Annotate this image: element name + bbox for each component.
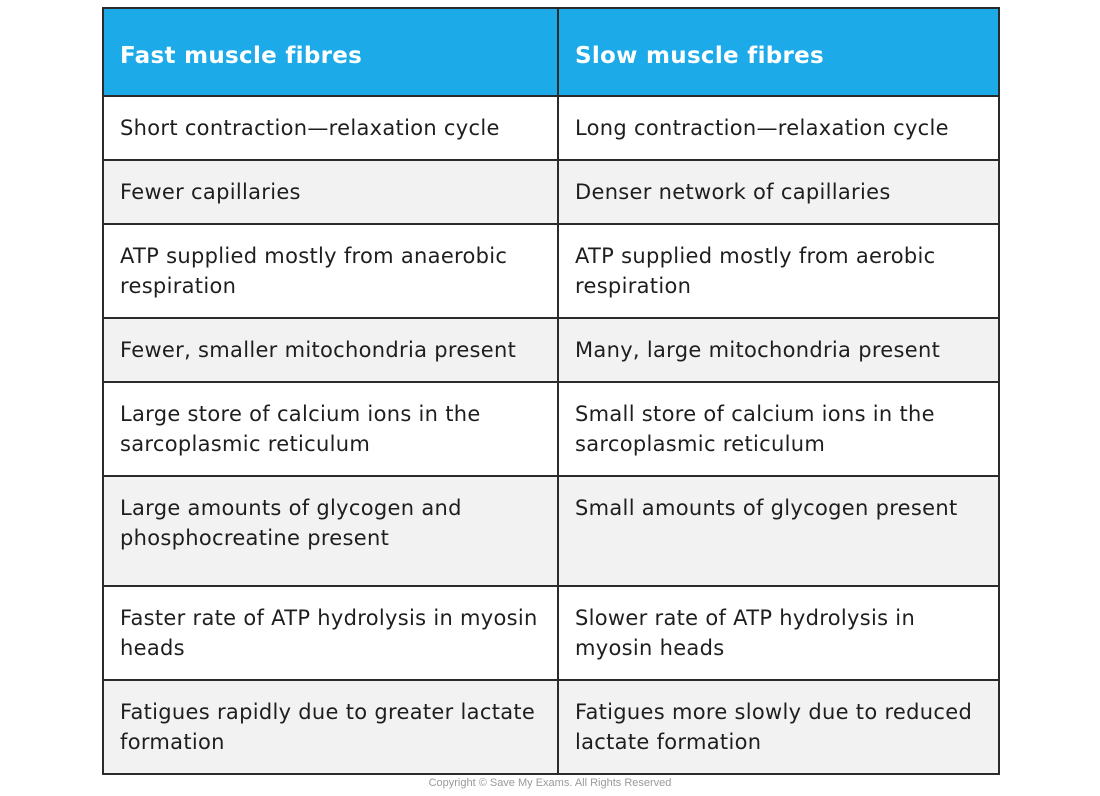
table-cell-slow: ATP supplied mostly from aerobic respira… [557, 223, 1000, 319]
table-row: Fewer capillaries Denser network of capi… [102, 159, 1000, 225]
table-row: Fatigues rapidly due to greater lactate … [102, 679, 1000, 775]
table-row: Short contraction—relaxation cycle Long … [102, 95, 1000, 161]
table-cell-slow: Small store of calcium ions in the sarco… [557, 381, 1000, 477]
copyright-notice: Copyright © Save My Exams. All Rights Re… [428, 777, 672, 789]
table-row: Large store of calcium ions in the sarco… [102, 381, 1000, 477]
table-row: Large amounts of glycogen and phosphocre… [102, 475, 1000, 587]
table-cell-slow: Long contraction—relaxation cycle [557, 95, 1000, 161]
table-cell-slow: Fatigues more slowly due to reduced lact… [557, 679, 1000, 775]
table-header-row: Fast muscle fibres Slow muscle fibres [102, 7, 1000, 97]
table-cell-fast: Fatigues rapidly due to greater lactate … [102, 679, 559, 775]
table-cell-slow: Many, large mitochondria present [557, 317, 1000, 383]
comparison-table: Fast muscle fibres Slow muscle fibres Sh… [102, 7, 1000, 775]
table-cell-fast: Short contraction—relaxation cycle [102, 95, 559, 161]
table-cell-fast: Fewer, smaller mitochondria present [102, 317, 559, 383]
table-cell-fast: Fewer capillaries [102, 159, 559, 225]
table-row: Fewer, smaller mitochondria present Many… [102, 317, 1000, 383]
table-row: Faster rate of ATP hydrolysis in myosin … [102, 585, 1000, 681]
table-cell-slow: Small amounts of glycogen present [557, 475, 1000, 587]
column-header-fast: Fast muscle fibres [102, 7, 559, 97]
table-cell-slow: Denser network of capillaries [557, 159, 1000, 225]
table-cell-fast: Large amounts of glycogen and phosphocre… [102, 475, 559, 587]
table-cell-fast: Large store of calcium ions in the sarco… [102, 381, 559, 477]
table-row: ATP supplied mostly from anaerobic respi… [102, 223, 1000, 319]
table-cell-fast: ATP supplied mostly from anaerobic respi… [102, 223, 559, 319]
table-cell-fast: Faster rate of ATP hydrolysis in myosin … [102, 585, 559, 681]
column-header-slow: Slow muscle fibres [557, 7, 1000, 97]
table-cell-slow: Slower rate of ATP hydrolysis in myosin … [557, 585, 1000, 681]
